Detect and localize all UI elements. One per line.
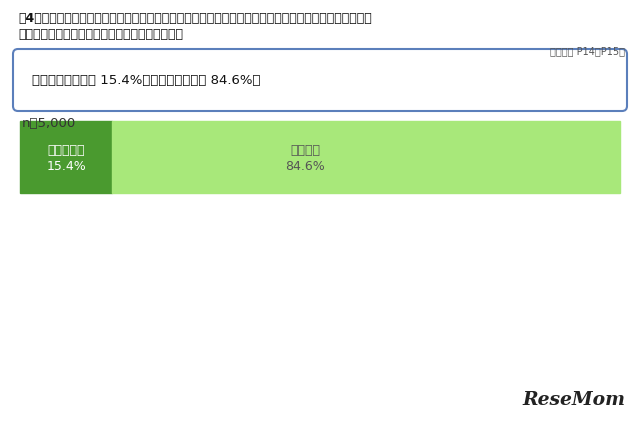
Text: n＝5,000: n＝5,000 (22, 117, 76, 130)
Text: 15.4%: 15.4% (46, 160, 86, 173)
FancyBboxPatch shape (13, 49, 627, 111)
Text: 知っている: 知っている (47, 144, 85, 157)
Text: 問4　あなたは、東京都で「東京都オリンピック憲章にうたわれる人権尊重の理念の実現を目指す条例」: 問4 あなたは、東京都で「東京都オリンピック憲章にうたわれる人権尊重の理念の実現… (18, 12, 372, 25)
Text: 84.6%: 84.6% (285, 160, 325, 173)
Bar (20, 121, 113, 193)
Text: が制定されていることを知っていますか。: が制定されていることを知っていますか。 (18, 28, 183, 41)
Bar (113, 121, 620, 193)
Text: 知らない: 知らない (291, 144, 320, 157)
Text: ReseMom: ReseMom (522, 391, 625, 409)
Text: （報告書 P14～P15）: （報告書 P14～P15） (550, 46, 625, 56)
Text: 「知っている」は 15.4%、「知らない」は 84.6%。: 「知っている」は 15.4%、「知らない」は 84.6%。 (32, 74, 260, 86)
